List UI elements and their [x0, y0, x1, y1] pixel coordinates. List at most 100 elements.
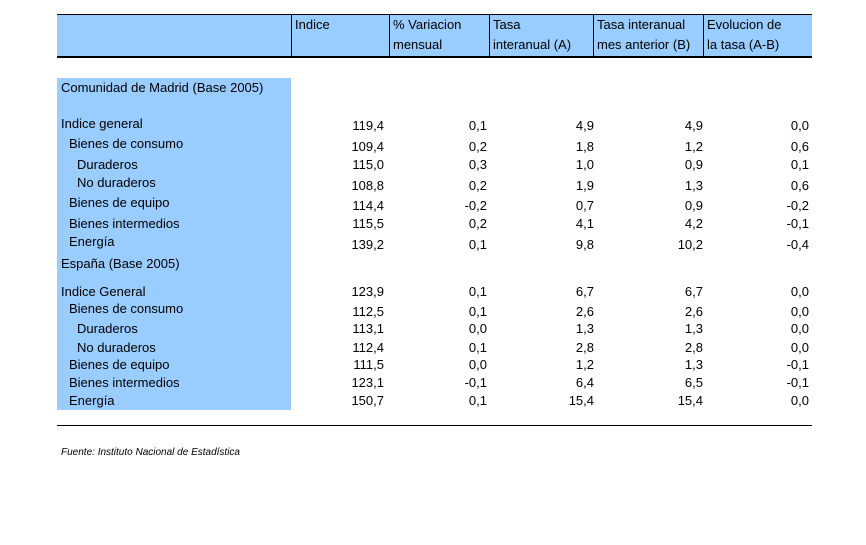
header-variacion-line1: % Variacion	[393, 17, 462, 32]
cell-tasa-a: 1,9	[575, 178, 594, 193]
cell-variacion: 0,0	[468, 321, 487, 336]
cell-evolucion: 0,0	[790, 321, 809, 336]
row-label: Bienes de consumo	[69, 301, 184, 316]
cell-indice: 123,1	[351, 375, 384, 390]
cell-tasa-b: 1,2	[684, 139, 703, 154]
cell-evolucion: 0,0	[790, 304, 809, 319]
cell-evolucion: 0,0	[790, 340, 809, 355]
header-tasa-b-line2: mes anterior (B)	[597, 37, 691, 52]
cell-variacion: 0,2	[468, 216, 487, 231]
table-header	[57, 15, 812, 57]
cell-variacion: 0,1	[468, 284, 487, 299]
header-tasa-a-line1: Tasa	[493, 17, 521, 32]
row-label: Bienes intermedios	[69, 375, 180, 390]
cell-variacion: -0,2	[464, 198, 487, 213]
cell-tasa-b: 2,6	[684, 304, 703, 319]
header-col-label	[57, 15, 291, 57]
header-bottom-rule	[57, 56, 812, 58]
row-label: Indice General	[61, 284, 146, 299]
label-column	[57, 78, 291, 410]
header-col-evolucion: Evolucion de la tasa (A-B)	[703, 15, 812, 57]
cell-evolucion: 0,6	[790, 178, 809, 193]
cell-tasa-a: 6,4	[575, 375, 594, 390]
cell-evolucion: -0,4	[786, 237, 809, 252]
cell-tasa-b: 15,4	[677, 393, 703, 408]
cell-indice: 115,5	[352, 216, 384, 231]
cell-indice: 123,9	[351, 284, 384, 299]
cell-variacion: 0,0	[468, 357, 487, 372]
cell-indice: 108,8	[351, 178, 384, 193]
cell-indice: 111,5	[353, 357, 384, 372]
cell-tasa-b: 6,5	[684, 375, 703, 390]
row-label: Bienes de equipo	[69, 357, 170, 372]
row-label: Bienes de consumo	[69, 136, 184, 151]
row-label: Duraderos	[77, 321, 138, 336]
cell-tasa-b: 10,2	[677, 237, 703, 252]
cell-evolucion: 0,1	[790, 157, 809, 172]
header-variacion-line2: mensual	[393, 37, 443, 52]
cell-indice: 114,4	[352, 198, 384, 213]
header-tasa-a-line2: interanual (A)	[493, 37, 572, 52]
cell-tasa-a: 15,4	[568, 393, 594, 408]
row-label: Duraderos	[77, 157, 138, 172]
cell-tasa-a: 1,0	[575, 157, 594, 172]
cell-tasa-a: 1,8	[575, 139, 594, 154]
cell-tasa-a: 1,2	[575, 357, 594, 372]
cell-variacion: 0,1	[468, 393, 487, 408]
row-label: Energía	[69, 234, 115, 249]
header-col-tasa-b: Tasa interanual mes anterior (B)	[593, 15, 703, 57]
section-title-madrid: Comunidad de Madrid (Base 2005)	[61, 80, 264, 95]
cell-tasa-b: 4,9	[684, 118, 703, 133]
table-bottom-rule	[57, 425, 812, 426]
row-label: Bienes intermedios	[69, 216, 180, 231]
header-top-rule	[57, 14, 812, 15]
cell-variacion: 0,1	[468, 304, 487, 319]
cell-tasa-b: 6,7	[684, 284, 703, 299]
cell-tasa-b: 1,3	[684, 357, 703, 372]
cell-evolucion: -0,1	[786, 216, 809, 231]
cell-tasa-a: 2,6	[575, 304, 594, 319]
cell-indice: 112,5	[352, 304, 384, 319]
cell-tasa-b: 0,9	[684, 157, 703, 172]
row-label: Indice general	[61, 116, 143, 131]
cell-tasa-a: 0,7	[575, 198, 594, 213]
cell-tasa-a: 4,1	[575, 216, 594, 231]
cell-indice: 115,0	[352, 157, 384, 172]
cell-evolucion: 0,0	[790, 118, 809, 133]
cell-variacion: -0,1	[464, 375, 487, 390]
cell-variacion: 0,1	[468, 118, 487, 133]
header-col-tasa-a: Tasa interanual (A)	[489, 15, 593, 57]
cell-evolucion: 0,6	[790, 139, 809, 154]
row-label: Energía	[69, 393, 115, 408]
header-evolucion-line2: la tasa (A-B)	[707, 37, 780, 52]
section-title-espana: España (Base 2005)	[61, 256, 180, 271]
cell-variacion: 0,3	[468, 157, 487, 172]
row-label: Bienes de equipo	[69, 195, 170, 210]
cell-evolucion: -0,1	[786, 357, 809, 372]
cell-tasa-b: 2,8	[684, 340, 703, 355]
cell-evolucion: -0,2	[786, 198, 809, 213]
cell-indice: 112,4	[352, 340, 384, 355]
cell-indice: 119,4	[352, 118, 384, 133]
cell-variacion: 0,2	[468, 178, 487, 193]
row-label: No duraderos	[77, 175, 156, 190]
header-evolucion-line1: Evolucion de	[707, 17, 782, 32]
cell-indice: 109,4	[351, 139, 384, 154]
cell-indice: 139,2	[351, 237, 384, 252]
header-col-indice: Indice	[291, 15, 389, 57]
cell-indice: 150,7	[351, 393, 384, 408]
cell-tasa-a: 4,9	[575, 118, 594, 133]
cell-evolucion: 0,0	[790, 393, 809, 408]
cell-tasa-b: 1,3	[684, 321, 703, 336]
cell-evolucion: 0,0	[790, 284, 809, 299]
cell-tasa-b: 4,2	[684, 216, 703, 231]
cell-variacion: 0,1	[468, 340, 487, 355]
header-indice-label: Indice	[295, 17, 330, 32]
cell-evolucion: -0,1	[786, 375, 809, 390]
cell-tasa-a: 6,7	[575, 284, 594, 299]
cell-variacion: 0,1	[468, 237, 487, 252]
cell-indice: 113,1	[352, 321, 384, 336]
cell-variacion: 0,2	[468, 139, 487, 154]
cell-tasa-a: 2,8	[575, 340, 594, 355]
header-col-variacion: % Variacion mensual	[389, 15, 489, 57]
